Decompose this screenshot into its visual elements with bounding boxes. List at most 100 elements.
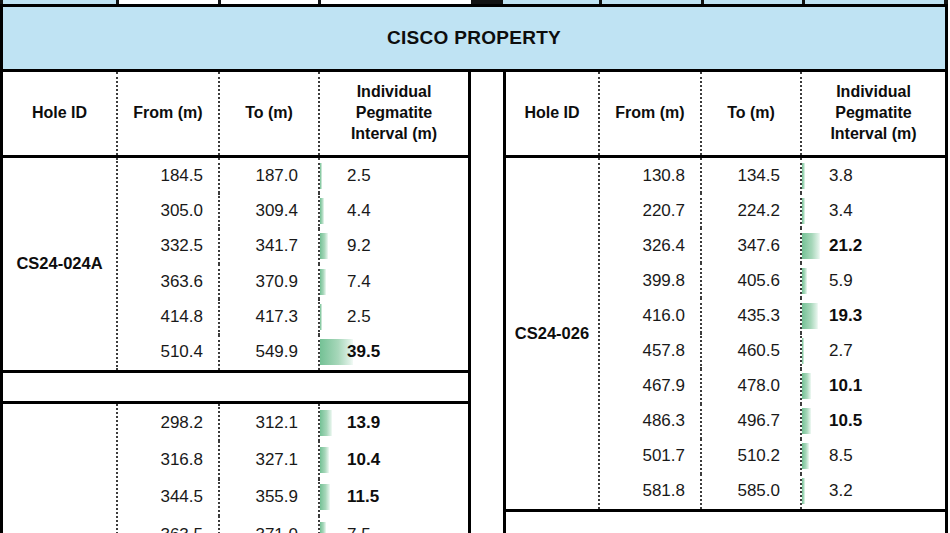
interval-value: 3.2 — [802, 481, 853, 501]
left-table: Hole ID From (m) To (m) Individual Pegma… — [0, 72, 471, 533]
from-cell: 344.5 — [118, 479, 220, 516]
interval-value: 13.9 — [320, 413, 380, 433]
column-gridline — [701, 0, 704, 4]
from-cell: 363.5 — [118, 516, 220, 533]
interval-cell: 7.4 — [320, 264, 468, 299]
interval-value: 19.3 — [802, 306, 862, 326]
interval-cell: 10.1 — [802, 369, 945, 404]
from-cell: 316.8 — [118, 441, 220, 478]
interval-value: 7.5 — [320, 525, 371, 533]
table-row: 220.7224.23.4 — [600, 193, 945, 228]
from-cell: 326.4 — [600, 228, 702, 263]
interval-cell: 13.9 — [320, 404, 468, 441]
table-row: 363.6370.97.4 — [118, 264, 468, 299]
header-from: From (m) — [118, 72, 220, 155]
grid-segment — [0, 0, 117, 4]
to-cell: 309.4 — [220, 193, 320, 228]
header-to: To (m) — [220, 72, 320, 155]
table-row: 414.8417.32.5 — [118, 299, 468, 334]
table-row: 501.7510.28.5 — [600, 439, 945, 474]
column-gridline — [218, 0, 221, 4]
from-cell: 510.4 — [118, 335, 220, 370]
to-cell: 134.5 — [702, 158, 802, 193]
to-cell: 478.0 — [702, 369, 802, 404]
header-interval: Individual Pegmatite Interval (m) — [802, 72, 945, 155]
from-cell: 332.5 — [118, 229, 220, 264]
interval-cell: 10.5 — [802, 404, 945, 439]
to-cell: 549.9 — [220, 335, 320, 370]
interval-cell: 3.2 — [802, 474, 945, 509]
table-row: 326.4347.621.2 — [600, 228, 945, 263]
from-cell: 305.0 — [118, 193, 220, 228]
to-cell: 355.9 — [220, 479, 320, 516]
interval-cell: 39.5 — [320, 335, 468, 370]
table-row: 486.3496.710.5 — [600, 404, 945, 439]
from-cell: 457.8 — [600, 333, 702, 368]
interval-value: 4.4 — [320, 201, 371, 221]
from-cell: 363.6 — [118, 264, 220, 299]
header-from: From (m) — [600, 72, 702, 155]
interval-value: 3.4 — [802, 201, 853, 221]
interval-cell: 19.3 — [802, 298, 945, 333]
page-title: CISCO PROPERTY — [387, 27, 561, 49]
table-row: 305.0309.44.4 — [118, 193, 468, 228]
interval-cell: 9.2 — [320, 229, 468, 264]
table-row: 130.8134.53.8 — [600, 158, 945, 193]
right-table-header: Hole ID From (m) To (m) Individual Pegma… — [506, 72, 945, 158]
table-row: 363.5371.07.5 — [118, 516, 468, 533]
to-cell: 510.2 — [702, 439, 802, 474]
table-row: 581.8585.03.2 — [600, 474, 945, 509]
interval-cell: 5.9 — [802, 263, 945, 298]
from-cell: 486.3 — [600, 404, 702, 439]
hole-id-cell — [3, 404, 118, 533]
spreadsheet-top-strip — [0, 0, 950, 4]
title-bar: CISCO PROPERTY — [0, 4, 948, 72]
from-cell: 501.7 — [600, 439, 702, 474]
from-cell: 130.8 — [600, 158, 702, 193]
interval-value: 21.2 — [802, 236, 862, 256]
from-cell: 581.8 — [600, 474, 702, 509]
column-gridline — [944, 0, 948, 4]
interval-value: 7.4 — [320, 272, 371, 292]
tables-row: Hole ID From (m) To (m) Individual Pegma… — [0, 72, 948, 533]
interval-value: 5.9 — [802, 271, 853, 291]
table-row: 399.8405.65.9 — [600, 263, 945, 298]
hole-section: CS24-024A184.5187.02.5305.0309.44.4332.5… — [3, 158, 468, 373]
table-row: 316.8327.110.4 — [118, 441, 468, 478]
to-cell: 312.1 — [220, 404, 320, 441]
table-row: 344.5355.911.5 — [118, 479, 468, 516]
interval-cell: 11.5 — [320, 479, 468, 516]
interval-cell: 2.5 — [320, 299, 468, 334]
table-row: 467.9478.010.1 — [600, 369, 945, 404]
column-gridline — [116, 0, 119, 4]
interval-value: 3.8 — [802, 166, 853, 186]
section-rows: 298.2312.113.9316.8327.110.4344.5355.911… — [118, 404, 468, 533]
interval-cell: 2.7 — [802, 333, 945, 368]
interval-cell: 8.5 — [802, 439, 945, 474]
table-row: 457.8460.52.7 — [600, 333, 945, 368]
grid-segment — [503, 0, 944, 4]
spreadsheet-screenshot: CISCO PROPERTY Hole ID From (m) To (m) I… — [0, 0, 950, 533]
to-cell: 405.6 — [702, 263, 802, 298]
to-cell: 496.7 — [702, 404, 802, 439]
interval-cell: 7.5 — [320, 516, 468, 533]
hole-id-cell: CS24-024A — [3, 158, 118, 370]
to-cell: 417.3 — [220, 299, 320, 334]
interval-value: 39.5 — [320, 342, 380, 362]
to-cell: 585.0 — [702, 474, 802, 509]
to-cell: 370.9 — [220, 264, 320, 299]
interval-value: 2.7 — [802, 341, 853, 361]
interval-value: 10.1 — [802, 376, 862, 396]
to-cell: 460.5 — [702, 333, 802, 368]
left-table-header: Hole ID From (m) To (m) Individual Pegma… — [3, 72, 468, 158]
interval-cell: 3.8 — [802, 158, 945, 193]
from-cell: 414.8 — [118, 299, 220, 334]
hole-id-cell: CS24-026 — [506, 158, 600, 509]
table-row: 332.5341.79.2 — [118, 229, 468, 264]
interval-cell: 2.5 — [320, 158, 468, 193]
to-cell: 327.1 — [220, 441, 320, 478]
interval-cell: 4.4 — [320, 193, 468, 228]
section-rows: 130.8134.53.8220.7224.23.4326.4347.621.2… — [600, 158, 945, 509]
column-gridline — [0, 0, 3, 4]
to-cell: 371.0 — [220, 516, 320, 533]
